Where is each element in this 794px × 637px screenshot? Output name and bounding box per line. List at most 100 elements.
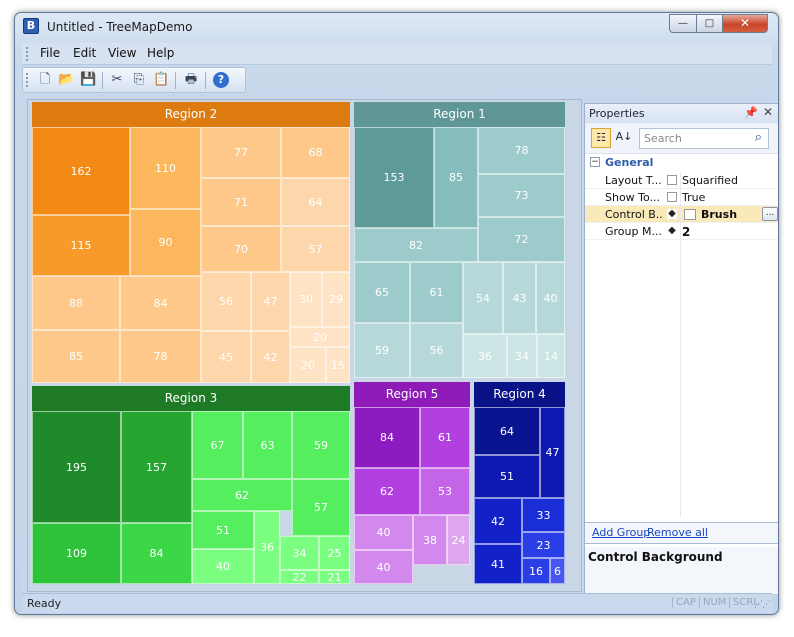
treemap-cell[interactable]: 62 (192, 479, 292, 511)
treemap-cell[interactable]: 85 (434, 127, 478, 228)
treemap-cell[interactable]: 40 (536, 262, 565, 334)
treemap-cell[interactable]: 61 (410, 262, 463, 323)
treemap-cell[interactable]: 67 (192, 411, 243, 479)
ellipsis-button[interactable]: ... (762, 207, 778, 221)
close-icon[interactable]: ✕ (762, 105, 773, 119)
toolbar-grip-icon[interactable] (26, 73, 29, 87)
treemap-cell[interactable]: 59 (354, 323, 410, 378)
treemap-cell[interactable]: 72 (478, 217, 565, 262)
treemap-region[interactable]: Region 4 64 47 51 42 33 23 41 16 6 (474, 382, 565, 584)
treemap-cell[interactable]: 47 (540, 407, 565, 498)
treemap-cell[interactable]: 84 (121, 523, 192, 584)
search-input[interactable]: Search ⌕ (639, 128, 769, 149)
treemap-cell[interactable]: 45 (201, 331, 251, 383)
property-value[interactable]: 2 (682, 225, 691, 239)
treemap-cell[interactable]: 34 (280, 536, 319, 570)
treemap-cell[interactable]: 56 (410, 323, 463, 378)
treemap-cell[interactable]: 84 (354, 407, 420, 468)
treemap-cell[interactable]: 84 (120, 276, 201, 330)
treemap-cell[interactable]: 71 (201, 178, 281, 226)
property-row[interactable]: Group M... ◆ 2 (585, 223, 778, 240)
treemap-cell[interactable]: 73 (478, 174, 565, 217)
treemap-cell[interactable]: 90 (130, 209, 201, 276)
property-value[interactable]: True (682, 191, 706, 204)
treemap-cell[interactable]: 23 (522, 532, 565, 558)
treemap-cell[interactable]: 77 (201, 127, 281, 178)
treemap-cell[interactable]: 42 (251, 331, 290, 383)
menu-view[interactable]: View (108, 46, 137, 60)
treemap-region[interactable]: Region 5 84 61 62 53 40 38 24 40 (354, 382, 470, 584)
treemap-cell[interactable]: 6 (550, 558, 565, 584)
treemap-cell[interactable]: 115 (32, 215, 130, 276)
treemap-region[interactable]: Region 2 162 110 77 68 71 64 115 90 70 57 88 84 56 47 3… (32, 102, 350, 383)
minimize-button[interactable]: — (669, 14, 697, 33)
close-button[interactable]: ✕ (722, 14, 768, 33)
treemap-cell[interactable]: 20 (290, 327, 350, 347)
treemap-cell[interactable]: 82 (354, 228, 478, 262)
treemap-cell[interactable]: 70 (201, 226, 281, 272)
alphabetical-sort-icon[interactable]: A↓ (615, 130, 633, 143)
treemap-cell[interactable]: 110 (130, 127, 201, 209)
maximize-button[interactable]: □ (696, 14, 723, 33)
treemap-cell[interactable]: 64 (281, 178, 350, 226)
menu-edit[interactable]: Edit (73, 46, 97, 60)
treemap-cell[interactable]: 109 (32, 523, 121, 584)
treemap-cell[interactable]: 85 (32, 330, 120, 383)
treemap-cell[interactable]: 25 (319, 536, 350, 570)
treemap-cell[interactable]: 162 (32, 127, 130, 215)
treemap-cell[interactable]: 40 (354, 515, 413, 550)
treemap-cell[interactable]: 20 (290, 347, 326, 383)
add-group-link[interactable]: Add Group (592, 526, 651, 539)
property-row[interactable]: Layout T... Squarified (585, 172, 778, 189)
treemap-cell[interactable]: 34 (507, 334, 537, 378)
treemap-cell[interactable]: 56 (201, 272, 251, 331)
property-row-selected[interactable]: Control B... ◆ Brush ... (585, 206, 778, 223)
treemap-cell[interactable]: 68 (281, 127, 350, 178)
treemap-cell[interactable]: 53 (420, 468, 470, 515)
remove-all-link[interactable]: Remove all (647, 526, 708, 539)
treemap-cell[interactable]: 21 (319, 570, 350, 584)
treemap-cell[interactable]: 40 (354, 550, 413, 584)
paste-icon[interactable]: 📋 (153, 72, 170, 87)
property-value[interactable]: Squarified (682, 174, 738, 187)
treemap-cell[interactable]: 16 (522, 558, 550, 584)
treemap-cell[interactable]: 57 (281, 226, 350, 272)
treemap-cell[interactable]: 47 (251, 272, 290, 331)
treemap-cell[interactable]: 15 (326, 347, 350, 383)
categorized-view-icon[interactable]: ☷ (591, 128, 611, 148)
treemap-cell[interactable]: 29 (322, 272, 350, 327)
treemap-cell[interactable]: 38 (413, 515, 447, 565)
treemap-cell[interactable]: 88 (32, 276, 120, 330)
search-icon[interactable]: ⌕ (754, 130, 762, 145)
region-header[interactable]: Region 5 (354, 382, 470, 407)
treemap[interactable]: Region 2 162 110 77 68 71 64 115 90 70 57 88 84 56 47 3… (27, 99, 582, 592)
treemap-cell[interactable]: 62 (354, 468, 420, 515)
pin-icon[interactable]: 📌 (744, 106, 758, 119)
property-value[interactable]: Brush (701, 208, 738, 221)
help-icon[interactable]: ? (213, 72, 229, 88)
treemap-cell[interactable]: 78 (120, 330, 201, 383)
treemap-cell[interactable]: 41 (474, 544, 522, 584)
treemap-cell[interactable]: 51 (474, 455, 540, 498)
treemap-cell[interactable]: 43 (503, 262, 536, 334)
treemap-cell[interactable]: 30 (290, 272, 322, 327)
treemap-cell[interactable]: 42 (474, 498, 522, 544)
treemap-cell[interactable]: 59 (292, 411, 350, 479)
treemap-cell[interactable]: 14 (537, 334, 565, 378)
treemap-cell[interactable]: 157 (121, 411, 192, 523)
category-general[interactable]: − General (585, 155, 778, 171)
treemap-cell[interactable]: 64 (474, 407, 540, 455)
new-icon[interactable]: 🗋 (39, 72, 51, 87)
treemap-region[interactable]: Region 3 195 157 67 63 59 62 57 109 84 51 36 34 25 40 2… (32, 386, 350, 584)
treemap-cell[interactable]: 36 (463, 334, 507, 378)
menubar-grip-icon[interactable] (26, 47, 29, 61)
resize-grip-icon[interactable]: ⋰⋰ (754, 600, 771, 610)
menu-file[interactable]: File (40, 46, 61, 60)
region-header[interactable]: Region 3 (32, 386, 350, 411)
treemap-cell[interactable]: 65 (354, 262, 410, 323)
collapse-icon[interactable]: − (590, 157, 600, 167)
treemap-cell[interactable]: 24 (447, 515, 470, 565)
open-icon[interactable]: 📂 (58, 72, 75, 87)
treemap-cell[interactable]: 36 (254, 511, 280, 584)
menu-help[interactable]: Help (147, 46, 175, 60)
